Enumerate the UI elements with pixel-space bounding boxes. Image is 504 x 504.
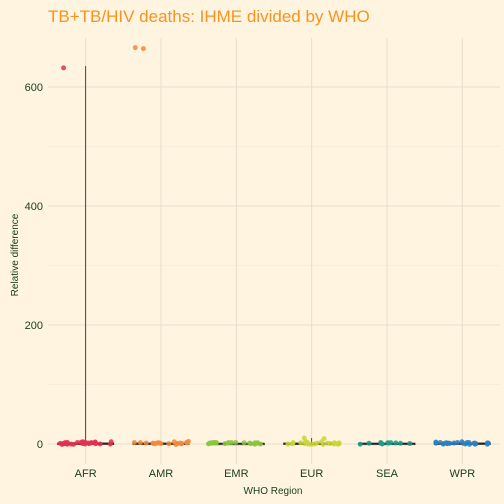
data-point xyxy=(298,440,304,446)
data-point xyxy=(140,46,146,52)
data-point xyxy=(137,440,143,446)
data-point xyxy=(209,440,215,446)
y-axis-ticks: 0 200 400 600 xyxy=(25,82,43,451)
data-point xyxy=(440,441,446,447)
data-point xyxy=(336,441,342,447)
data-point xyxy=(166,441,172,447)
x-tick-label: SEA xyxy=(376,468,399,480)
data-point xyxy=(321,436,327,442)
data-point xyxy=(306,441,312,447)
data-point xyxy=(185,438,191,444)
data-point xyxy=(301,435,307,441)
gridlines xyxy=(48,38,500,464)
data-point xyxy=(366,440,372,446)
data-point xyxy=(88,440,94,446)
data-point xyxy=(62,440,68,446)
x-tick-label: AFR xyxy=(75,468,97,480)
data-point xyxy=(174,441,180,447)
data-point xyxy=(61,65,67,71)
data-point xyxy=(179,440,185,446)
data-point xyxy=(379,441,385,447)
data-point xyxy=(397,440,403,446)
data-point xyxy=(150,440,156,446)
x-axis-ticks: AFR AMR EMR EUR SEA WPR xyxy=(75,468,476,480)
data-point xyxy=(471,440,477,446)
data-point xyxy=(451,440,457,446)
data-point xyxy=(143,440,149,446)
data-point xyxy=(393,440,399,446)
data-point xyxy=(57,440,63,446)
y-axis-label: Relative difference xyxy=(10,213,21,296)
data-point xyxy=(357,441,363,447)
x-tick-label: AMR xyxy=(149,468,174,480)
data-point xyxy=(97,441,103,447)
data-point xyxy=(312,441,318,447)
data-point xyxy=(407,441,413,447)
x-tick-label: EUR xyxy=(300,468,323,480)
data-point xyxy=(332,440,338,446)
y-tick-label: 400 xyxy=(25,201,43,213)
data-point xyxy=(132,45,138,51)
boxplots xyxy=(57,66,491,446)
data-point xyxy=(459,439,465,445)
data-point xyxy=(388,440,394,446)
x-tick-label: EMR xyxy=(224,468,249,480)
data-point xyxy=(433,440,439,446)
data-point xyxy=(464,440,470,446)
data-point xyxy=(156,440,162,446)
data-point xyxy=(485,440,491,446)
data-point xyxy=(205,441,211,447)
data-point xyxy=(108,439,114,445)
y-tick-label: 0 xyxy=(37,439,43,451)
data-point xyxy=(255,440,261,446)
data-point xyxy=(74,440,80,446)
data-point xyxy=(290,440,296,446)
data-point xyxy=(320,441,326,447)
data-point xyxy=(80,439,86,445)
data-point xyxy=(233,439,239,445)
data-point xyxy=(241,440,247,446)
data-point xyxy=(68,441,74,447)
data-point xyxy=(225,440,231,446)
y-tick-label: 600 xyxy=(25,82,43,94)
data-point xyxy=(247,440,253,446)
data-point xyxy=(285,441,291,447)
data-points xyxy=(57,45,491,448)
y-tick-label: 200 xyxy=(25,320,43,332)
data-point xyxy=(93,441,99,447)
chart-title: TB+TB/HIV deaths: IHME divided by WHO xyxy=(48,7,370,26)
data-point xyxy=(324,440,330,446)
x-axis-label: WHO Region xyxy=(244,486,303,497)
x-tick-label: WPR xyxy=(449,468,475,480)
data-point xyxy=(131,440,137,446)
